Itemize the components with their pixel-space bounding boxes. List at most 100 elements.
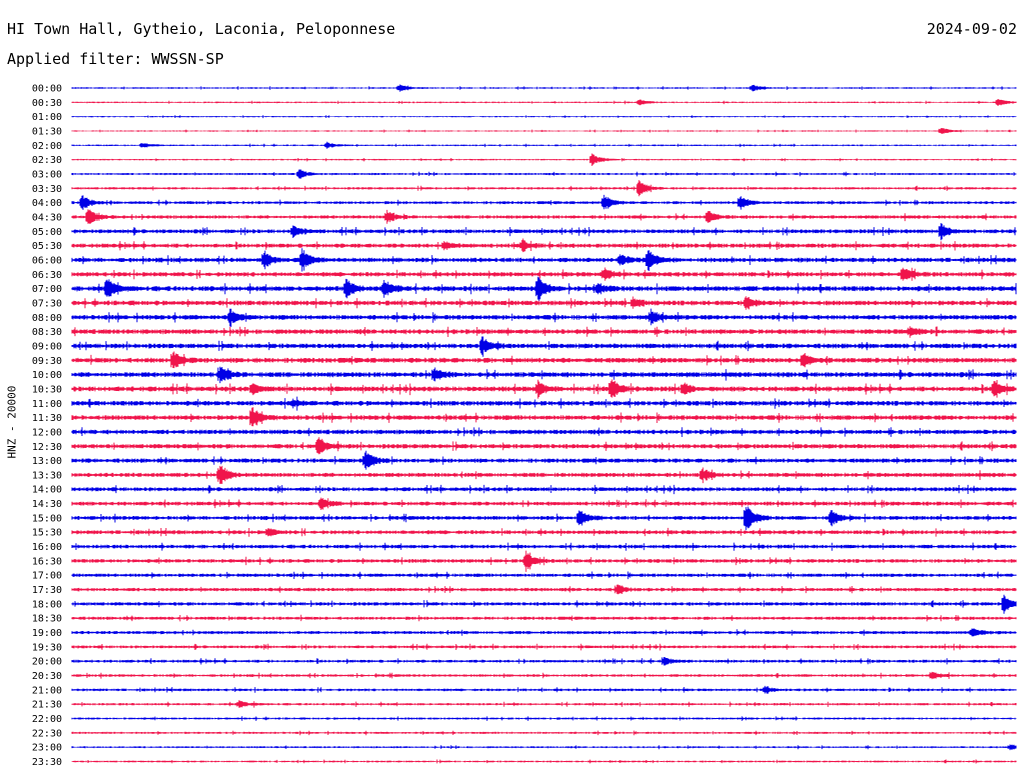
time-label: 05:30 — [32, 241, 62, 252]
seismic-trace — [71, 427, 1017, 437]
seismic-trace — [71, 223, 1017, 241]
time-label-group: 00:00 00:30 01:00 01:30 02:00 02:30 03:00 03:30… — [32, 84, 62, 769]
time-label: 02:00 — [32, 141, 62, 152]
seismic-trace — [71, 326, 1017, 338]
time-label: 04:30 — [32, 212, 62, 223]
seismic-trace — [71, 437, 1017, 455]
time-label: 16:30 — [32, 556, 62, 567]
seismic-trace — [71, 180, 1017, 197]
time-label: 12:30 — [32, 442, 62, 453]
time-label: 11:00 — [32, 399, 62, 410]
time-label: 10:30 — [32, 384, 62, 395]
record-date: 2024-09-02 — [926, 20, 1017, 38]
seismic-trace — [71, 594, 1017, 614]
seismic-trace — [71, 336, 1017, 357]
time-label: 07:30 — [32, 298, 62, 309]
time-label: 06:00 — [32, 255, 62, 266]
seismic-trace — [71, 209, 1017, 224]
trace-group — [71, 84, 1017, 764]
seismic-trace — [71, 128, 1017, 134]
seismic-trace — [71, 115, 1017, 119]
seismic-trace — [71, 379, 1017, 399]
seismic-trace — [71, 671, 1017, 680]
station-title: HI Town Hall, Gytheio, Laconia, Peloponn… — [7, 20, 396, 38]
seismic-trace — [71, 506, 1017, 531]
time-label: 20:00 — [32, 657, 62, 668]
time-label: 07:00 — [32, 284, 62, 295]
time-label: 16:00 — [32, 542, 62, 553]
seismic-trace — [71, 700, 1017, 708]
seismic-trace — [71, 628, 1017, 637]
time-label: 10:00 — [32, 370, 62, 381]
seismic-trace — [71, 542, 1017, 551]
seismic-trace — [71, 351, 1017, 369]
time-label: 23:00 — [32, 743, 62, 754]
time-label: 00:30 — [32, 98, 62, 109]
seismic-trace — [71, 527, 1017, 537]
time-label: 04:00 — [32, 198, 62, 209]
time-label: 01:30 — [32, 126, 62, 137]
time-label: 17:30 — [32, 585, 62, 596]
time-label: 21:00 — [32, 685, 62, 696]
time-label: 15:30 — [32, 528, 62, 539]
seismic-trace — [71, 141, 1017, 149]
seismic-trace — [71, 194, 1017, 210]
time-label: 01:00 — [32, 112, 62, 123]
seismic-trace — [71, 169, 1017, 179]
seismic-trace — [71, 716, 1017, 721]
seismic-trace — [71, 571, 1017, 580]
seismic-trace — [71, 238, 1017, 253]
seismic-trace — [71, 730, 1017, 736]
time-label: 15:00 — [32, 513, 62, 524]
time-label: 05:00 — [32, 227, 62, 238]
time-label: 02:30 — [32, 155, 62, 166]
time-label: 06:30 — [32, 270, 62, 281]
time-label: 18:00 — [32, 599, 62, 610]
seismic-trace — [71, 267, 1017, 281]
time-label: 08:00 — [32, 313, 62, 324]
time-label: 13:30 — [32, 470, 62, 481]
time-label: 03:00 — [32, 169, 62, 180]
seismic-trace — [71, 366, 1017, 384]
seismic-trace — [71, 248, 1017, 272]
time-label: 17:00 — [32, 571, 62, 582]
seismic-trace — [71, 657, 1017, 666]
time-label: 08:30 — [32, 327, 62, 338]
seismic-trace — [71, 484, 1017, 495]
seismic-trace — [71, 744, 1017, 751]
time-label: 00:00 — [32, 84, 62, 95]
time-label: 03:30 — [32, 184, 62, 195]
seismic-trace — [71, 153, 1017, 166]
seismic-trace — [71, 465, 1017, 484]
seismic-trace — [71, 276, 1017, 301]
seismic-trace — [71, 550, 1017, 572]
time-label: 22:30 — [32, 728, 62, 739]
seismic-trace — [71, 685, 1017, 694]
seismic-trace — [71, 396, 1017, 411]
time-label: 11:30 — [32, 413, 62, 424]
time-label: 19:30 — [32, 642, 62, 653]
seismic-trace — [71, 296, 1017, 310]
time-label: 23:30 — [32, 757, 62, 768]
time-label: 21:30 — [32, 700, 62, 711]
time-label: 12:00 — [32, 427, 62, 438]
seismic-trace — [71, 308, 1017, 327]
seismic-trace — [71, 450, 1017, 470]
filter-label: Applied filter: WWSSN-SP — [7, 50, 224, 68]
seismic-trace — [71, 407, 1017, 427]
seismic-trace — [71, 643, 1017, 651]
seismic-trace — [71, 497, 1017, 510]
time-label: 20:30 — [32, 671, 62, 682]
time-label: 14:00 — [32, 485, 62, 496]
seismic-trace — [71, 759, 1017, 764]
time-label: 13:00 — [32, 456, 62, 467]
time-label: 18:30 — [32, 614, 62, 625]
time-label: 09:30 — [32, 356, 62, 367]
seismic-trace — [71, 99, 1017, 106]
seismic-trace — [71, 614, 1017, 622]
time-label: 09:00 — [32, 341, 62, 352]
time-label: 22:00 — [32, 714, 62, 725]
seismic-trace — [71, 84, 1017, 92]
time-label: 19:00 — [32, 628, 62, 639]
